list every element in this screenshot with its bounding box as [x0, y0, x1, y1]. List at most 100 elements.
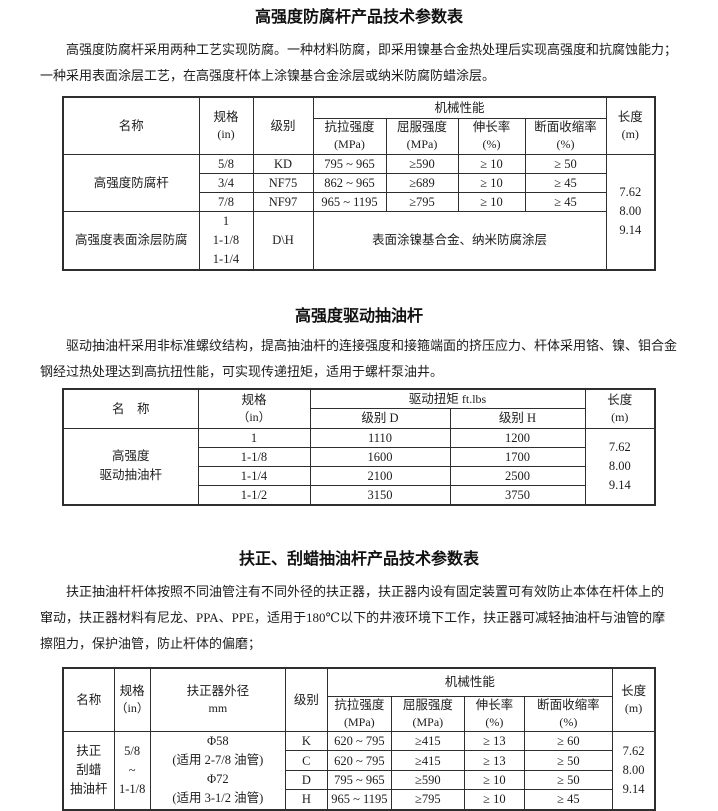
cell-torque-h: 1700 — [449, 446, 586, 467]
col-header-spec: 规格 （in） — [113, 667, 151, 732]
cell-elongation: ≥ 10 — [457, 191, 526, 212]
section2-title: 高强度驱动抽油杆 — [294, 307, 423, 325]
cell-yield: ≥795 — [385, 191, 459, 212]
table-row: 高强度防腐杆 5/8 KD 795 ~ 965 ≥590 ≥ 10 ≥ 50 7… — [62, 153, 656, 270]
cell-product-name: 高强度 驱动抽油杆 — [62, 427, 199, 505]
spec-label: 规格 — [213, 109, 239, 124]
col-header-name: 名称 — [62, 667, 115, 732]
col-header-reduction: 断面收缩率 (%) — [524, 117, 607, 155]
cell-grade: K — [284, 731, 328, 751]
cell-elongation: ≥ 10 — [457, 153, 526, 174]
cell-yield: ≥415 — [390, 750, 465, 771]
col-header-od: 扶正器外径 mm — [149, 667, 286, 732]
cell-elongation: ≥ 13 — [463, 731, 525, 751]
col-header-elongation: 伸长率 (%) — [463, 696, 525, 732]
col-header-length: 长度 (m) — [611, 667, 656, 732]
cell-torque-d: 1110 — [309, 427, 451, 448]
cell-reduction: ≥ 45 — [524, 191, 607, 212]
cell-tensile: 965 ~ 1195 — [312, 191, 387, 212]
col-header-yield: 屈服强度 (MPa) — [390, 696, 465, 732]
cell-grade: NF97 — [252, 191, 314, 212]
cell-spec: 5/8 — [198, 153, 254, 174]
cell-elongation: ≥ 10 — [463, 770, 525, 790]
cell-torque-h: 2500 — [449, 465, 586, 486]
cell-tensile: 620 ~ 795 — [326, 750, 392, 771]
cell-grade: D\H — [252, 210, 314, 270]
cell-tensile: 795 ~ 965 — [326, 770, 392, 790]
cell-spec: 1-1/4 — [197, 465, 311, 486]
col-header-mechanical: 机械性能 — [312, 96, 607, 119]
cell-spec: 1-1/8 — [197, 446, 311, 467]
cell-tensile: 620 ~ 795 — [326, 731, 392, 751]
col-header-length: 长度 (m) — [605, 96, 656, 155]
cell-grade: D — [284, 770, 328, 790]
cell-yield: ≥590 — [390, 770, 465, 790]
col-header-reduction: 断面收缩率 (%) — [523, 696, 613, 732]
length-unit: (m) — [621, 126, 639, 141]
section1-paragraph: 高强度防腐杆采用两种工艺实现防腐。一种材料防腐，即采用镍基合金热处理后实现高强度… — [40, 37, 678, 89]
cell-elongation: ≥ 10 — [457, 172, 526, 193]
col-header-grade-h: 级别 H — [449, 407, 586, 429]
col-header-length: 长度 (m) — [584, 388, 656, 429]
table-centralizer-rod: 名称 规格 （in） 扶正器外径 mm 级别 机械性能 长度 (m) 抗拉强度 … — [62, 666, 657, 811]
col-header-mechanical: 机械性能 — [326, 667, 613, 697]
cell-coating-note: 表面涂镍基合金、纳米防腐涂层 — [312, 210, 607, 270]
cell-spec: 1-1/2 — [197, 484, 311, 505]
col-header-name: 名 称 — [62, 388, 199, 429]
table-row: 1-1/2 3150 3750 — [63, 484, 655, 505]
cell-torque-d: 3150 — [309, 484, 451, 505]
paragraph-line: 擦阻力，保护油管，防止杆体的偏磨； — [40, 635, 262, 651]
spec-unit: (in) — [217, 126, 235, 141]
paragraph-line: 扶正抽油杆杆体按照不同油管注有不同外径的扶正器，扶正器内设有固定装置可有效防止本… — [66, 583, 665, 599]
length-label: 长度 — [617, 109, 643, 124]
section3-paragraph: 扶正抽油杆杆体按照不同油管注有不同外径的扶正器，扶正器内设有固定装置可有效防止本… — [40, 579, 678, 657]
col-header-spec: 规格 (in) — [198, 96, 254, 155]
cell-elongation: ≥ 13 — [463, 750, 525, 771]
table-row: 3/4 NF75 862 ~ 965 ≥689 ≥ 10 ≥ 45 — [63, 172, 655, 193]
table-row: D 795 ~ 965 ≥590 ≥ 10 ≥ 50 — [63, 770, 655, 790]
table-row: C 620 ~ 795 ≥415 ≥ 13 ≥ 50 — [63, 750, 655, 771]
col-header-grade: 级别 — [252, 96, 314, 155]
table-row: 7/8 NF97 965 ~ 1195 ≥795 ≥ 10 ≥ 45 — [63, 191, 655, 212]
cell-torque-h: 3750 — [449, 484, 586, 505]
cell-spec-range: 5/8 ~ 1-1/8 — [113, 731, 151, 810]
cell-spec: 1 — [197, 427, 311, 448]
cell-tensile: 862 ~ 965 — [312, 172, 387, 193]
cell-torque-h: 1200 — [449, 427, 586, 448]
col-header-spec: 规格 （in） — [197, 388, 311, 429]
cell-grade: KD — [252, 153, 314, 174]
cell-spec-list: 1 1-1/8 1-1/4 — [198, 210, 254, 270]
cell-product-name: 扶正 刮蜡 抽油杆 — [62, 731, 115, 810]
col-header-tensile: 抗拉强度 (MPa) — [326, 696, 392, 732]
table-row: 扶正 刮蜡 抽油杆 5/8 ~ 1-1/8 Φ58 (适用 2-7/8 油管) … — [62, 731, 656, 810]
table-row: 高强度表面涂层防腐 1 1-1/8 1-1/4 D\H 表面涂镍基合金、纳米防腐… — [62, 210, 655, 270]
section1-title: 高强度防腐杆产品技术参数表 — [254, 9, 463, 26]
col-header-name: 名称 — [62, 96, 200, 155]
cell-reduction: ≥ 50 — [524, 153, 607, 174]
cell-torque-d: 2100 — [309, 465, 451, 486]
cell-tensile: 795 ~ 965 — [312, 153, 387, 174]
col-header-grade-d: 级别 D — [309, 407, 451, 429]
table-row: 高强度 驱动抽油杆 1 1110 1200 7.62 8.00 9.14 — [62, 427, 656, 505]
paragraph-line: 驱动抽油杆采用非标准螺纹结构，提高抽油杆的连接强度和接箍端面的挤压应力、杆体采用… — [66, 337, 678, 353]
paragraph-line: 钢经过热处理达到高抗扭性能，可实现传递扭矩，适用于螺杆泵油井。 — [40, 363, 444, 379]
paragraph-line: 窜动，扶正器材料有尼龙、PPA、PPE，适用于180℃以下的井液环境下工作，扶正… — [40, 609, 666, 625]
cell-product-name: 高强度表面涂层防腐 — [62, 210, 200, 270]
cell-torque-d: 1600 — [309, 446, 451, 467]
document-page: 高强度防腐杆产品技术参数表 高强度防腐杆采用两种工艺实现防腐。一种材料防腐，即采… — [0, 7, 718, 811]
cell-lengths: 7.62 8.00 9.14 — [584, 427, 656, 505]
cell-yield: ≥415 — [390, 731, 465, 751]
section2-paragraph: 驱动抽油杆采用非标准螺纹结构，提高抽油杆的连接强度和接箍端面的挤压应力、杆体采用… — [40, 333, 678, 385]
cell-product-name: 高强度防腐杆 — [62, 153, 200, 212]
col-header-torque: 驱动扭矩 ft.lbs — [309, 388, 586, 409]
cell-yield: ≥689 — [385, 172, 459, 193]
col-header-elongation: 伸长率 (%) — [457, 117, 526, 155]
cell-lengths: 7.62 8.00 9.14 — [605, 153, 656, 270]
table-row: 1-1/8 1600 1700 — [63, 446, 655, 467]
col-header-tensile: 抗拉强度 (MPa) — [312, 117, 387, 155]
cell-grade: C — [284, 750, 328, 771]
cell-spec: 3/4 — [198, 172, 254, 193]
col-header-grade: 级别 — [284, 667, 328, 732]
table-drive-sucker-rod: 名 称 规格 （in） 驱动扭矩 ft.lbs 长度 (m) 级别 D 级别 H… — [62, 387, 656, 506]
cell-reduction: ≥ 45 — [524, 172, 607, 193]
